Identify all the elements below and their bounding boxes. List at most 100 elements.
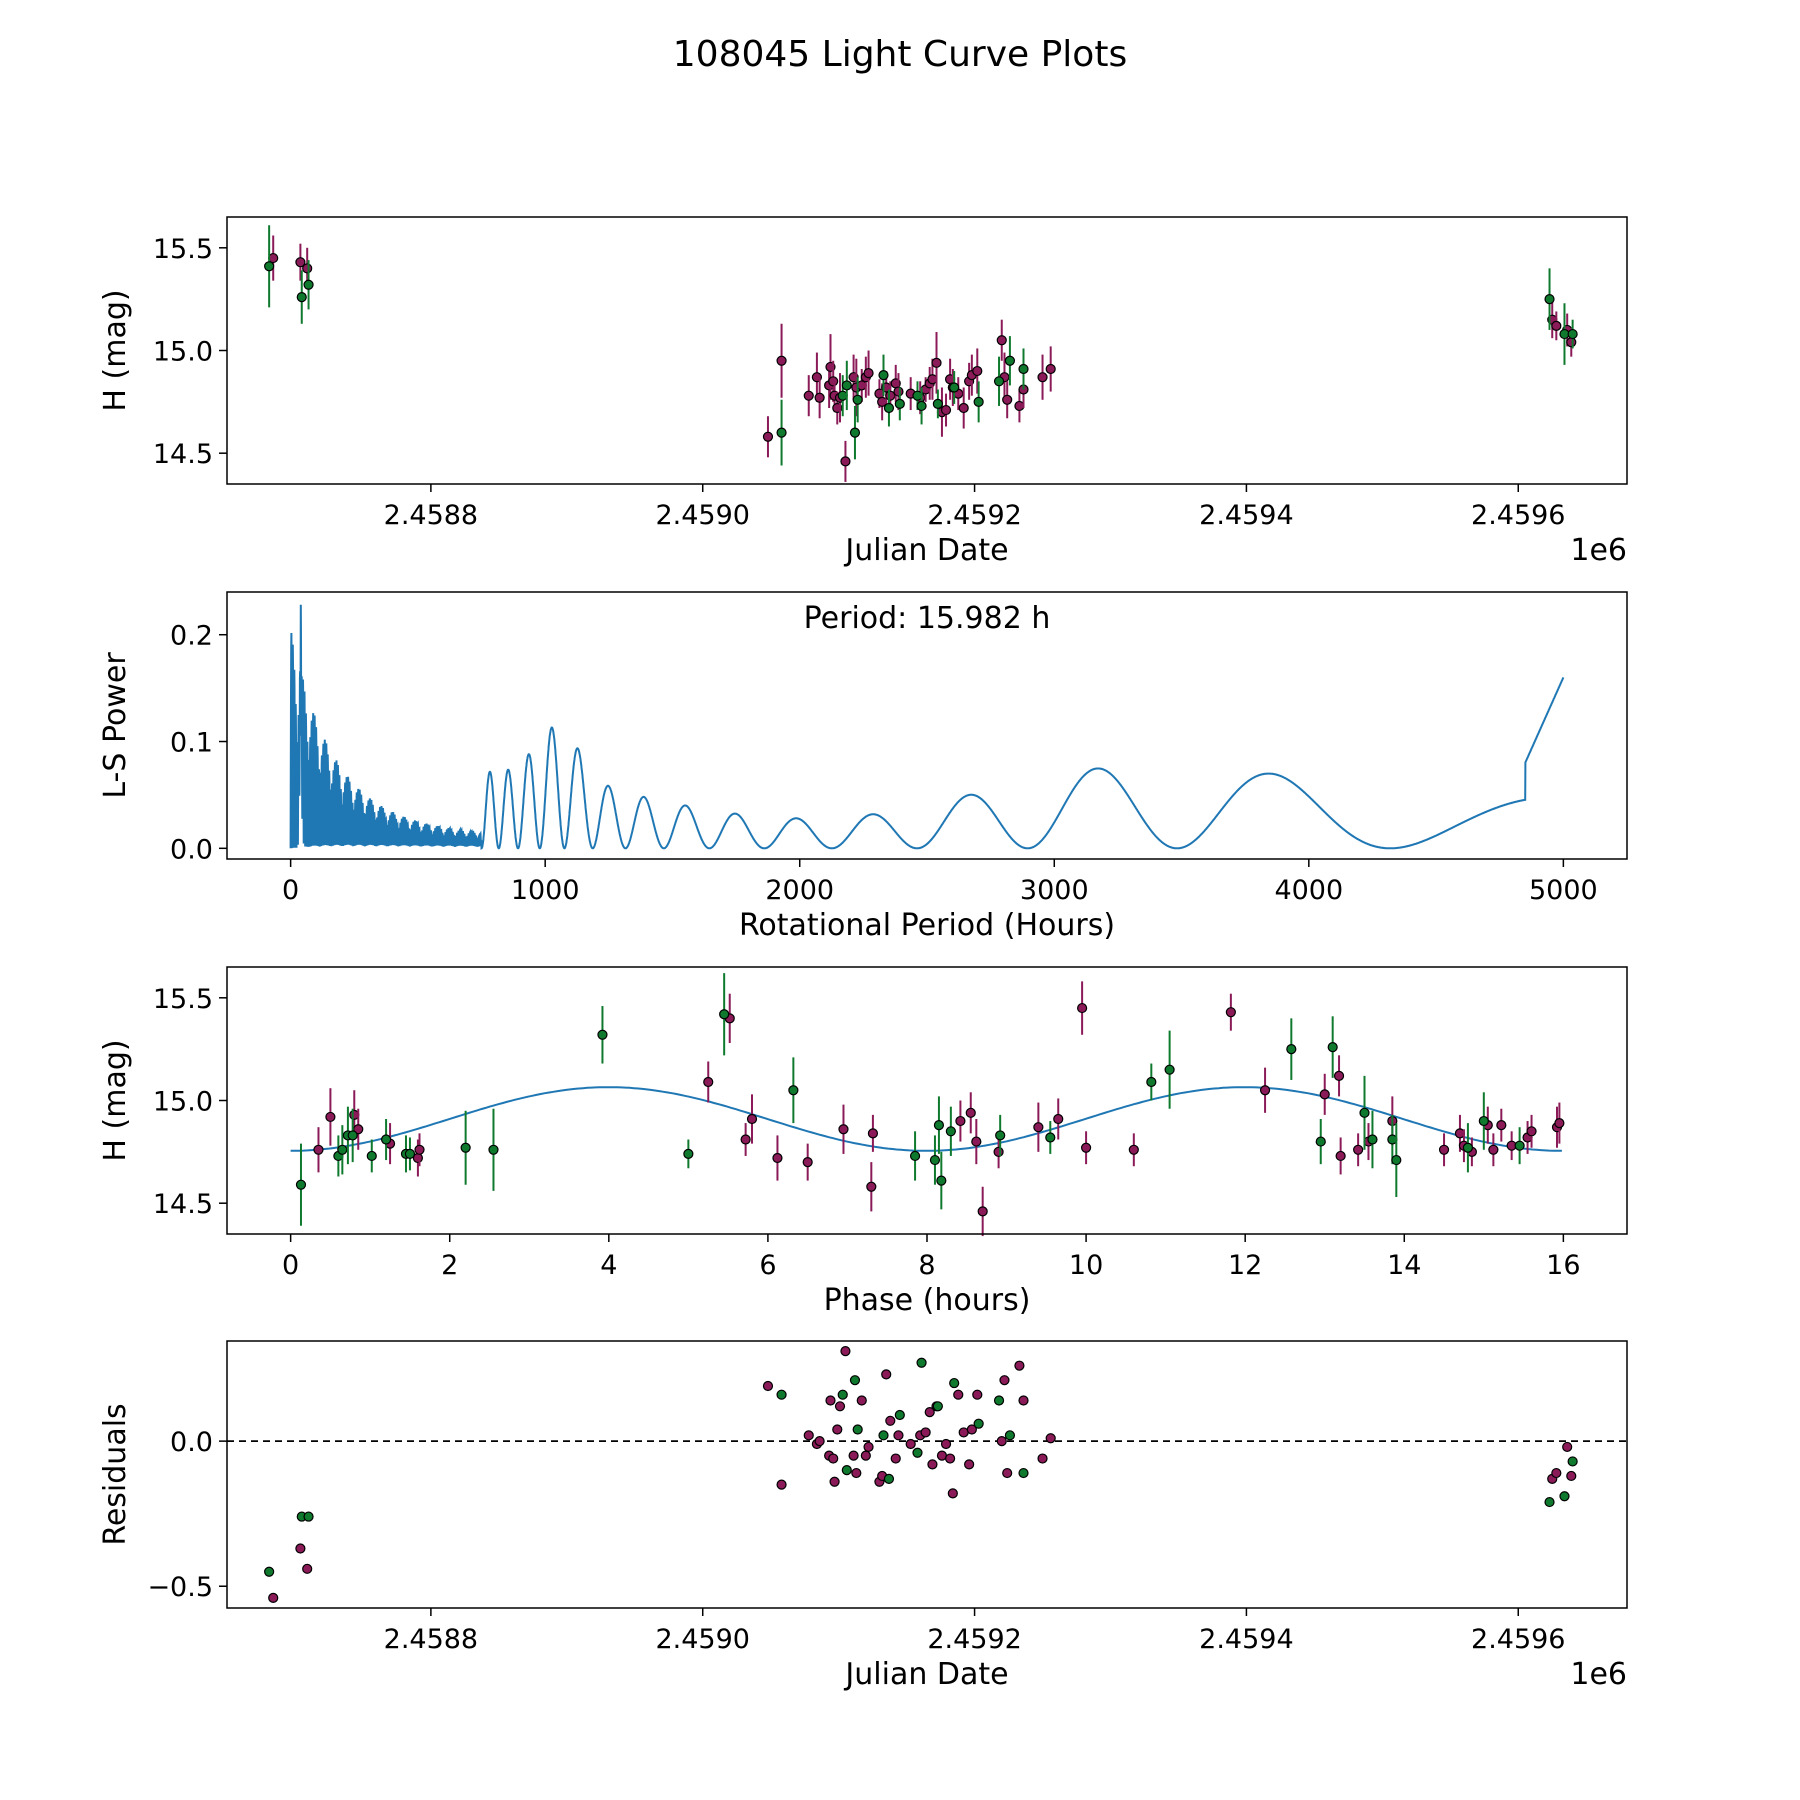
data-point <box>1359 1107 1370 1118</box>
x-tick-label: 4 <box>600 1250 617 1281</box>
data-point <box>927 1459 938 1470</box>
x-tick-label: 16 <box>1546 1250 1580 1281</box>
x-tick-label: 2.4590 <box>655 500 749 531</box>
data-point <box>999 1375 1010 1386</box>
data-point <box>996 1436 1007 1447</box>
x-tick-label: 2.4594 <box>1199 1624 1293 1655</box>
data-point <box>1002 1467 1013 1479</box>
data-point <box>1391 1154 1402 1166</box>
data-point <box>863 1441 874 1453</box>
residuals-series-purple <box>268 1346 1577 1603</box>
data-point <box>851 1467 862 1479</box>
data-point <box>932 398 943 409</box>
data-point <box>268 1592 279 1603</box>
data-point <box>325 1111 336 1123</box>
data-point <box>295 1179 307 1190</box>
residuals-frame <box>226 1340 1628 1609</box>
data-point <box>1526 1126 1537 1137</box>
data-point <box>746 1113 758 1125</box>
y-tick-label: 15.5 <box>153 234 213 265</box>
data-point <box>303 279 314 290</box>
data-point <box>302 263 313 274</box>
data-point <box>965 1107 976 1118</box>
x-tick-label: 2.4588 <box>384 1624 478 1655</box>
data-point <box>1327 1041 1338 1053</box>
data-point <box>936 1175 947 1186</box>
data-point <box>867 1128 879 1139</box>
data-point <box>1014 1360 1025 1371</box>
data-point <box>772 1152 783 1164</box>
data-point <box>973 1418 984 1429</box>
y-tick-label: 15.0 <box>153 337 213 368</box>
data-point <box>1077 1002 1088 1014</box>
data-point <box>1554 1117 1565 1129</box>
x-tick-label: 8 <box>918 1250 935 1281</box>
data-point <box>1286 1044 1297 1055</box>
data-point <box>414 1144 425 1155</box>
data-point <box>488 1144 499 1155</box>
data-point <box>909 1150 921 1162</box>
data-point <box>1462 1142 1474 1153</box>
data-point <box>1004 1430 1016 1441</box>
data-point <box>852 1424 863 1435</box>
lightcurve-ticks: 2.4588 2.4590 2.4592 2.4594 2.4596 14.5 15.0 15… <box>153 234 1566 531</box>
x-tick-label: 2.4596 <box>1471 500 1565 531</box>
data-point <box>825 1395 836 1406</box>
data-point <box>828 1453 839 1464</box>
x-tick-label: 1000 <box>511 875 580 906</box>
data-point <box>264 261 275 272</box>
data-point <box>313 1144 324 1155</box>
data-point <box>1045 1433 1056 1444</box>
x-tick-label: 2 <box>441 1250 458 1281</box>
data-point <box>894 398 905 409</box>
data-point <box>993 376 1005 387</box>
data-point <box>1333 1070 1345 1081</box>
data-point <box>1315 1136 1326 1147</box>
periodogram-panel: 0 1000 2000 3000 4000 5000 0.0 0.1 0.2 Rotational… <box>98 591 1628 943</box>
y-tick-label: −0.5 <box>147 1572 213 1603</box>
data-point <box>933 1120 945 1131</box>
y-tick-label: 14.5 <box>153 1189 213 1220</box>
data-point <box>912 1447 923 1458</box>
data-point <box>860 1450 871 1461</box>
data-point <box>947 1488 958 1499</box>
data-point <box>776 1389 787 1400</box>
data-point <box>719 1009 730 1020</box>
residuals-x-axis-label: Julian Date <box>843 1657 1008 1692</box>
data-point <box>866 1181 877 1192</box>
data-point <box>971 1136 982 1147</box>
data-point <box>834 1401 846 1412</box>
data-point <box>958 402 969 414</box>
data-point <box>460 1142 471 1153</box>
data-point <box>762 1380 774 1392</box>
data-point <box>597 1029 608 1040</box>
lightcurve-frame <box>226 216 1628 485</box>
data-point <box>1567 1456 1578 1467</box>
data-point <box>1496 1120 1507 1131</box>
data-point <box>1514 1140 1525 1151</box>
periodogram-curve <box>289 604 1565 850</box>
data-point <box>337 1144 348 1155</box>
phase_fold-ticks: 0 2 4 6 8 10 12 14 16 14.5 15.0 15.5 <box>153 984 1581 1281</box>
data-point <box>940 404 952 416</box>
data-point <box>972 365 983 377</box>
x-tick-label: 0 <box>282 875 299 906</box>
data-point <box>776 355 787 366</box>
data-point <box>303 1511 314 1522</box>
data-point <box>840 456 851 467</box>
data-point <box>1478 1115 1489 1127</box>
data-point <box>295 257 306 268</box>
data-point <box>848 1450 859 1461</box>
residuals-ticks: 2.4588 2.4590 2.4592 2.4594 2.4596 0.0 −0.5 <box>147 1427 1565 1655</box>
y-tick-label: 15.5 <box>153 984 213 1015</box>
y-tick-label: 0.1 <box>170 728 213 759</box>
data-point <box>404 1148 416 1160</box>
data-point <box>832 1424 843 1435</box>
data-point <box>347 1130 358 1141</box>
data-point <box>1551 1467 1562 1479</box>
data-point <box>931 357 942 368</box>
data-point <box>683 1148 694 1160</box>
residuals-series-green <box>264 1357 1578 1577</box>
data-point <box>814 1436 825 1447</box>
data-point <box>932 1401 943 1412</box>
